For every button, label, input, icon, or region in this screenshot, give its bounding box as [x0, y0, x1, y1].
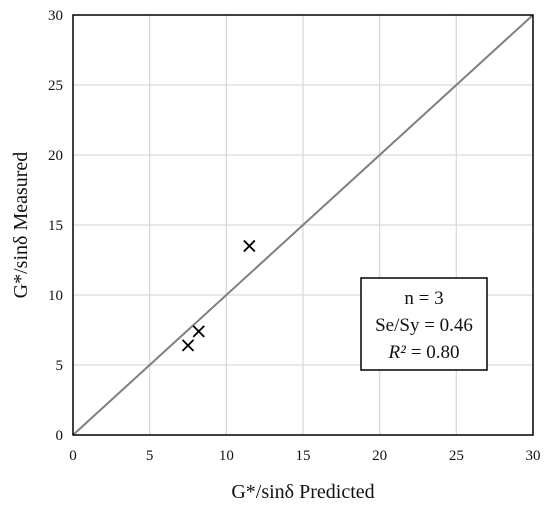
- y-tick-label: 15: [48, 218, 63, 234]
- x-tick-label: 30: [526, 448, 541, 464]
- stats-n: n = 3: [404, 288, 443, 309]
- y-tick-labels: 0 5 10 15 20 25 30: [48, 8, 63, 444]
- x-axis-title: G*/sinδ Predicted: [231, 481, 374, 503]
- y-tick-label: 0: [56, 428, 64, 444]
- stats-box-frame: [360, 277, 488, 371]
- y-tick-label: 20: [48, 148, 63, 164]
- plot-frame: [72, 14, 534, 436]
- y-tick-label: 25: [48, 78, 63, 94]
- x-tick-labels: 0 5 10 15 20 25 30: [69, 448, 540, 464]
- stats-se-sy: Se/Sy = 0.46: [375, 315, 473, 336]
- data-point-marker: [181, 339, 195, 352]
- x-tick-label: 10: [219, 448, 234, 464]
- x-tick-label: 25: [449, 448, 464, 464]
- data-point-marker: [243, 239, 256, 253]
- stats-r2: R² = 0.80: [387, 342, 459, 363]
- marker-stroke: [192, 325, 205, 338]
- x-tick-label: 15: [296, 448, 311, 464]
- stats-box: n = 3 Se/Sy = 0.46 R² = 0.80: [360, 277, 488, 371]
- y-axis-title: G*/sinδ Measured: [10, 152, 32, 299]
- y-tick-label: 10: [48, 288, 63, 304]
- y-tick-label: 30: [48, 8, 63, 24]
- r2-value: = 0.80: [411, 342, 460, 363]
- x-tick-label: 0: [69, 448, 77, 464]
- y-tick-label: 5: [56, 358, 64, 374]
- equality-line: [72, 14, 534, 436]
- x-tick-label: 20: [372, 448, 387, 464]
- marker-stroke: [181, 339, 195, 352]
- r2-symbol: R²: [387, 342, 406, 363]
- data-point-marker: [192, 325, 205, 338]
- x-tick-label: 5: [146, 448, 154, 464]
- marker-stroke: [243, 239, 256, 253]
- data-points: [181, 239, 256, 352]
